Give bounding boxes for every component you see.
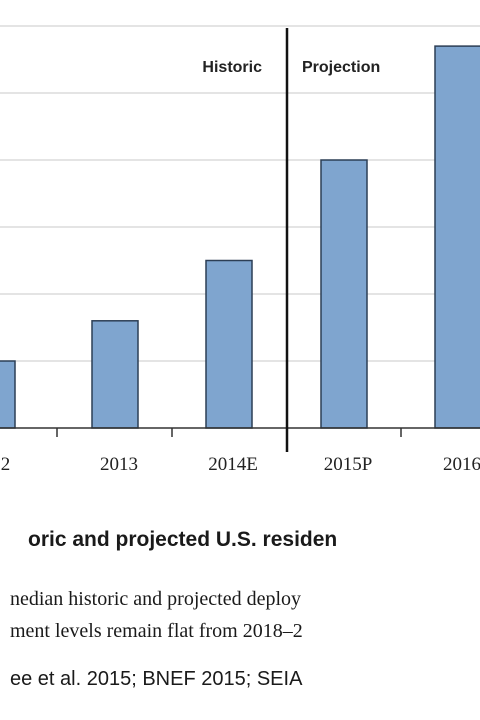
figure-description-line-2: ment levels remain flat from 2018–2 — [10, 620, 303, 642]
bars — [0, 45, 480, 429]
projection-label: Projection — [302, 59, 380, 76]
bar-2012 — [0, 360, 16, 429]
tick-label: 2013 — [100, 454, 138, 475]
bar-2015P — [320, 159, 368, 429]
figure-source: ee et al. 2015; BNEF 2015; SEIA — [10, 668, 303, 690]
figure-description-line-1: nedian historic and projected deploy — [10, 588, 302, 610]
bar-2013 — [91, 320, 139, 429]
gridlines — [0, 25, 480, 362]
bar-2014E — [205, 259, 253, 429]
historic-label: Historic — [202, 59, 262, 76]
tick-label: 2014E — [208, 454, 258, 475]
figure-title: oric and projected U.S. residen — [28, 528, 338, 551]
bar-2016 — [434, 45, 480, 429]
tick-label: 2016 — [443, 454, 480, 475]
tick-label: 2015P — [324, 454, 373, 475]
bar-chart: 012 2013 2014E 2015P 2016 Historic Projectio… — [0, 25, 480, 475]
x-ticks: 012 2013 2014E 2015P 2016 — [0, 428, 480, 475]
tick-label: 012 — [0, 454, 10, 475]
